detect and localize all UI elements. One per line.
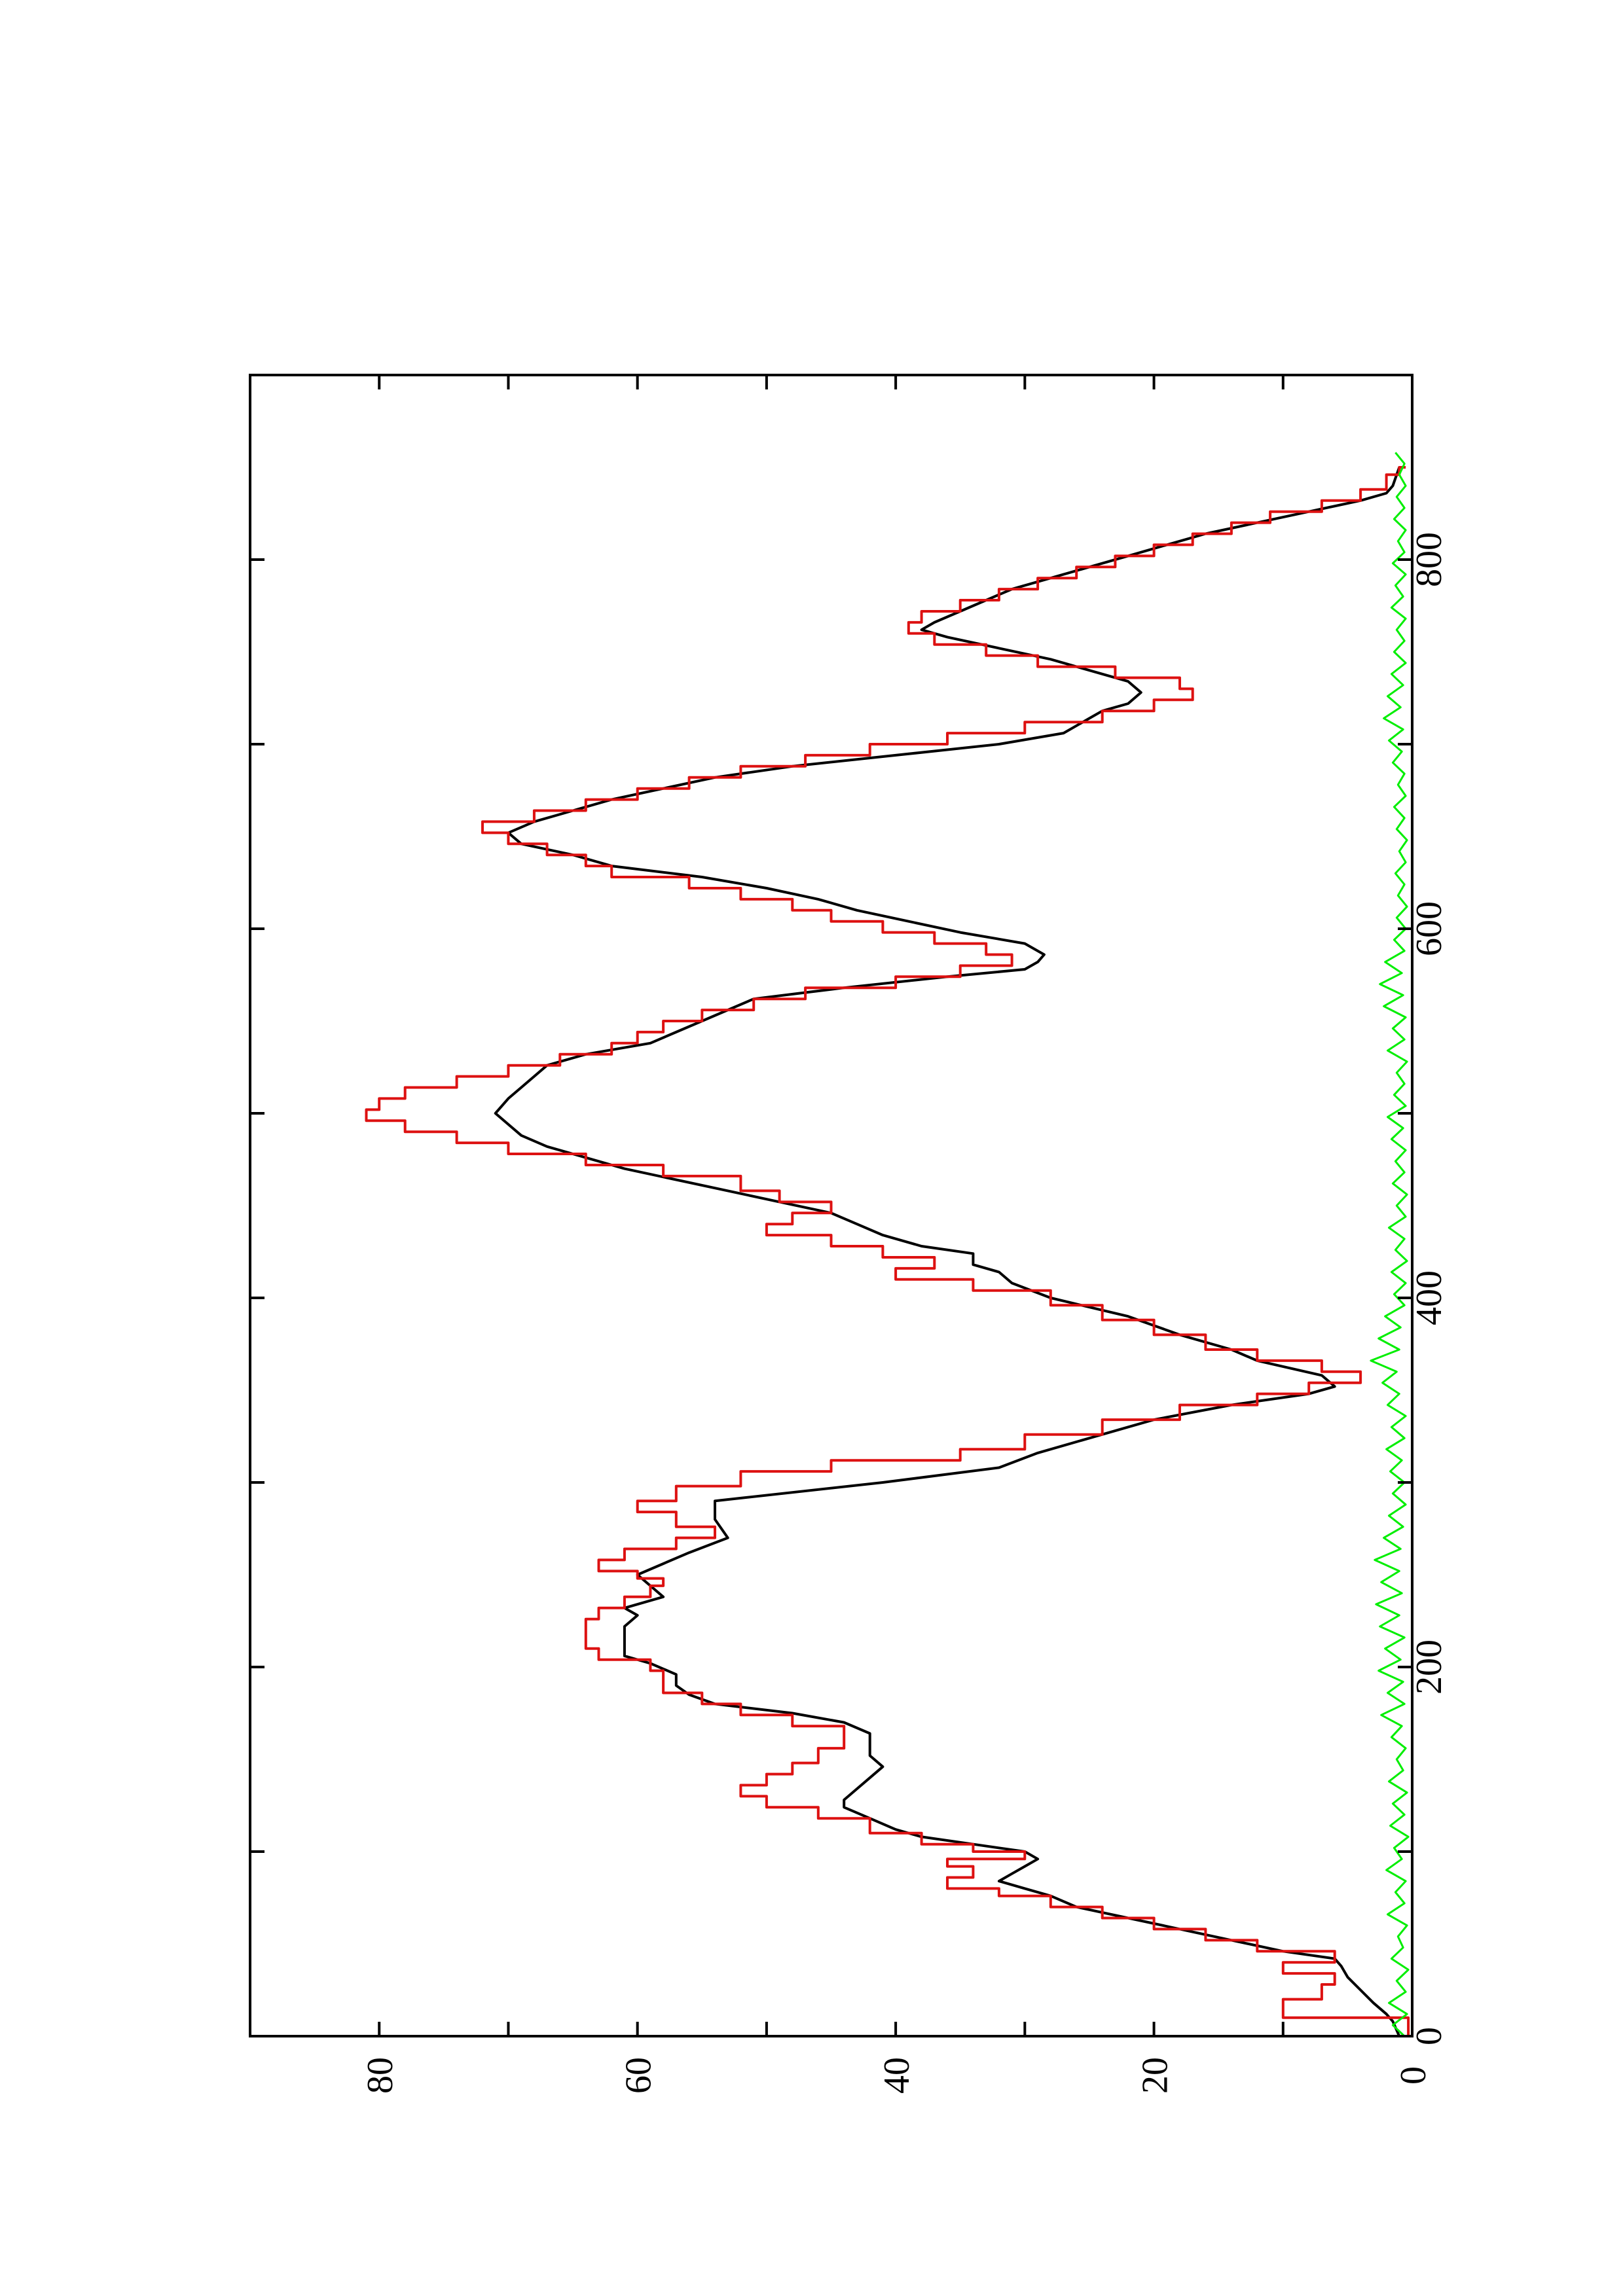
x-tick-label: 400 (1409, 1270, 1450, 1325)
series-layer (365, 452, 1410, 2037)
y-tick-label: 60 (619, 2057, 659, 2094)
y-tick-label: 40 (877, 2057, 917, 2094)
y-tick-label: 0 (1393, 2066, 1434, 2085)
x-tick-label: 200 (1409, 1640, 1450, 1695)
tick-layer (250, 375, 1413, 2037)
series-line-3 (1370, 452, 1410, 2037)
label-layer: 0 200 400 600 800 0 20 40 60 80 (360, 532, 1450, 2094)
y-tick-label: 20 (1135, 2057, 1176, 2094)
x-tick-label: 800 (1409, 532, 1450, 587)
x-tick-label: 600 (1409, 901, 1450, 956)
plot-frame (249, 374, 1413, 2037)
y-tick-label: 80 (360, 2057, 401, 2094)
x-tick-label: 0 (1409, 2027, 1450, 2045)
series-line-2 (365, 466, 1410, 2036)
series-line-1 (494, 467, 1401, 2037)
